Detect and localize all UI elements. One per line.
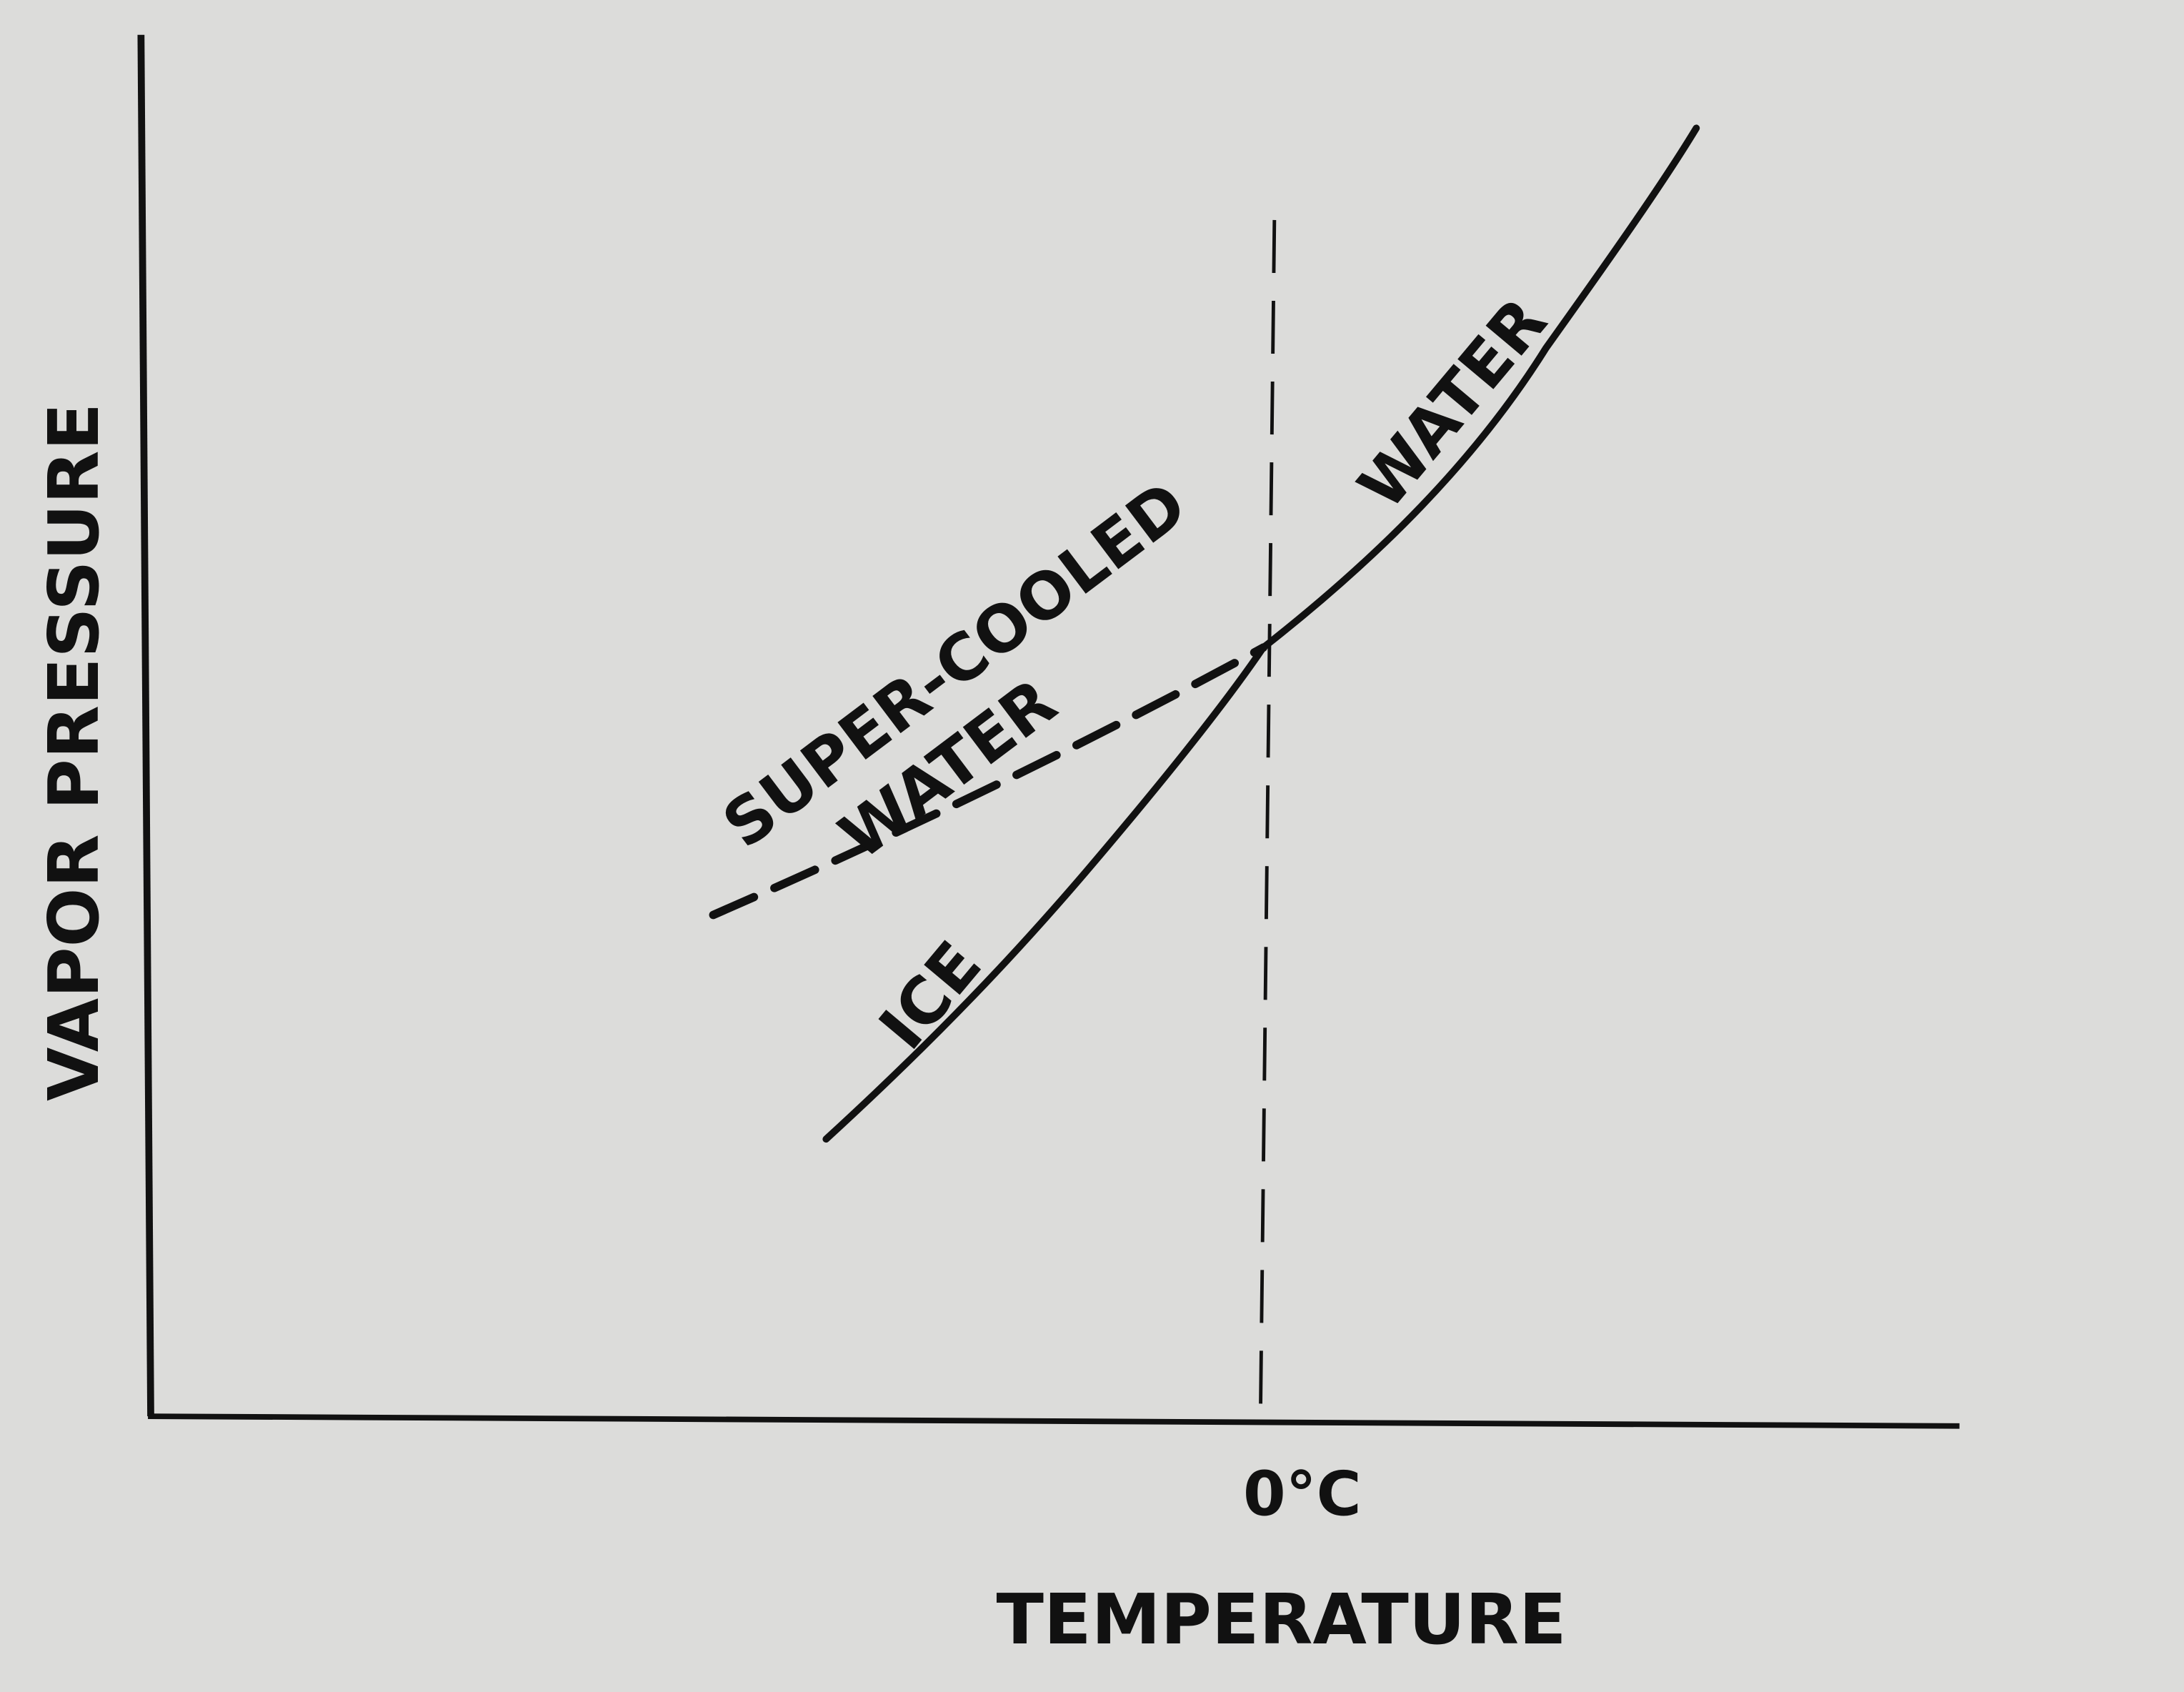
zero-celsius-line — [1258, 219, 1277, 1418]
supercooled-water-curve — [709, 643, 1268, 920]
x-axis-label: TEMPERATURE — [997, 1579, 1567, 1660]
x-tick-zero: 0°C — [1243, 1458, 1361, 1530]
y-axis — [137, 34, 154, 1417]
water-curve — [1260, 124, 1700, 652]
ice-curve — [822, 644, 1267, 1143]
y-axis-label: VAPOR PRESSURE — [34, 403, 114, 1101]
x-axis — [148, 1413, 1960, 1429]
